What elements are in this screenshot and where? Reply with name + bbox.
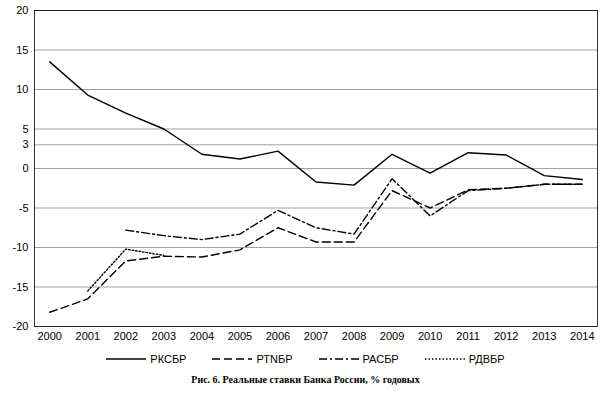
svg-text:15: 15: [16, 44, 28, 56]
svg-text:2003: 2003: [152, 330, 176, 342]
svg-text:2004: 2004: [190, 330, 214, 342]
html-text:РДВБР: РДВБР: [468, 353, 505, 365]
svg-text:2010: 2010: [418, 330, 442, 342]
svg-text:-5: -5: [19, 202, 29, 214]
svg-text:3: 3: [22, 138, 28, 150]
svg-text:2012: 2012: [494, 330, 518, 342]
svg-text:2000: 2000: [37, 330, 61, 342]
svg-text:-10: -10: [13, 241, 29, 253]
html-text:Рис. 6. Реальные ставки Банка: Рис. 6. Реальные ставки Банка России, % …: [191, 374, 420, 385]
svg-text:-20: -20: [13, 320, 29, 332]
svg-text:-15: -15: [13, 281, 29, 293]
svg-text:2013: 2013: [532, 330, 556, 342]
svg-text:2007: 2007: [304, 330, 328, 342]
svg-text:2006: 2006: [266, 330, 290, 342]
svg-text:2001: 2001: [76, 330, 100, 342]
svg-text:5: 5: [22, 123, 28, 135]
svg-text:0: 0: [22, 162, 28, 174]
svg-text:2009: 2009: [380, 330, 404, 342]
svg-text:2011: 2011: [456, 330, 480, 342]
svg-text:2008: 2008: [342, 330, 366, 342]
html-text:РКСБР: РКСБР: [150, 353, 187, 365]
svg-text:2002: 2002: [114, 330, 138, 342]
svg-text:2014: 2014: [570, 330, 594, 342]
svg-text:2005: 2005: [228, 330, 252, 342]
svg-text:20: 20: [16, 4, 28, 16]
html-text:РАСБР: РАСБР: [362, 353, 399, 365]
html-text:РТNБР: РТNБР: [256, 353, 293, 365]
svg-text:10: 10: [16, 83, 28, 95]
